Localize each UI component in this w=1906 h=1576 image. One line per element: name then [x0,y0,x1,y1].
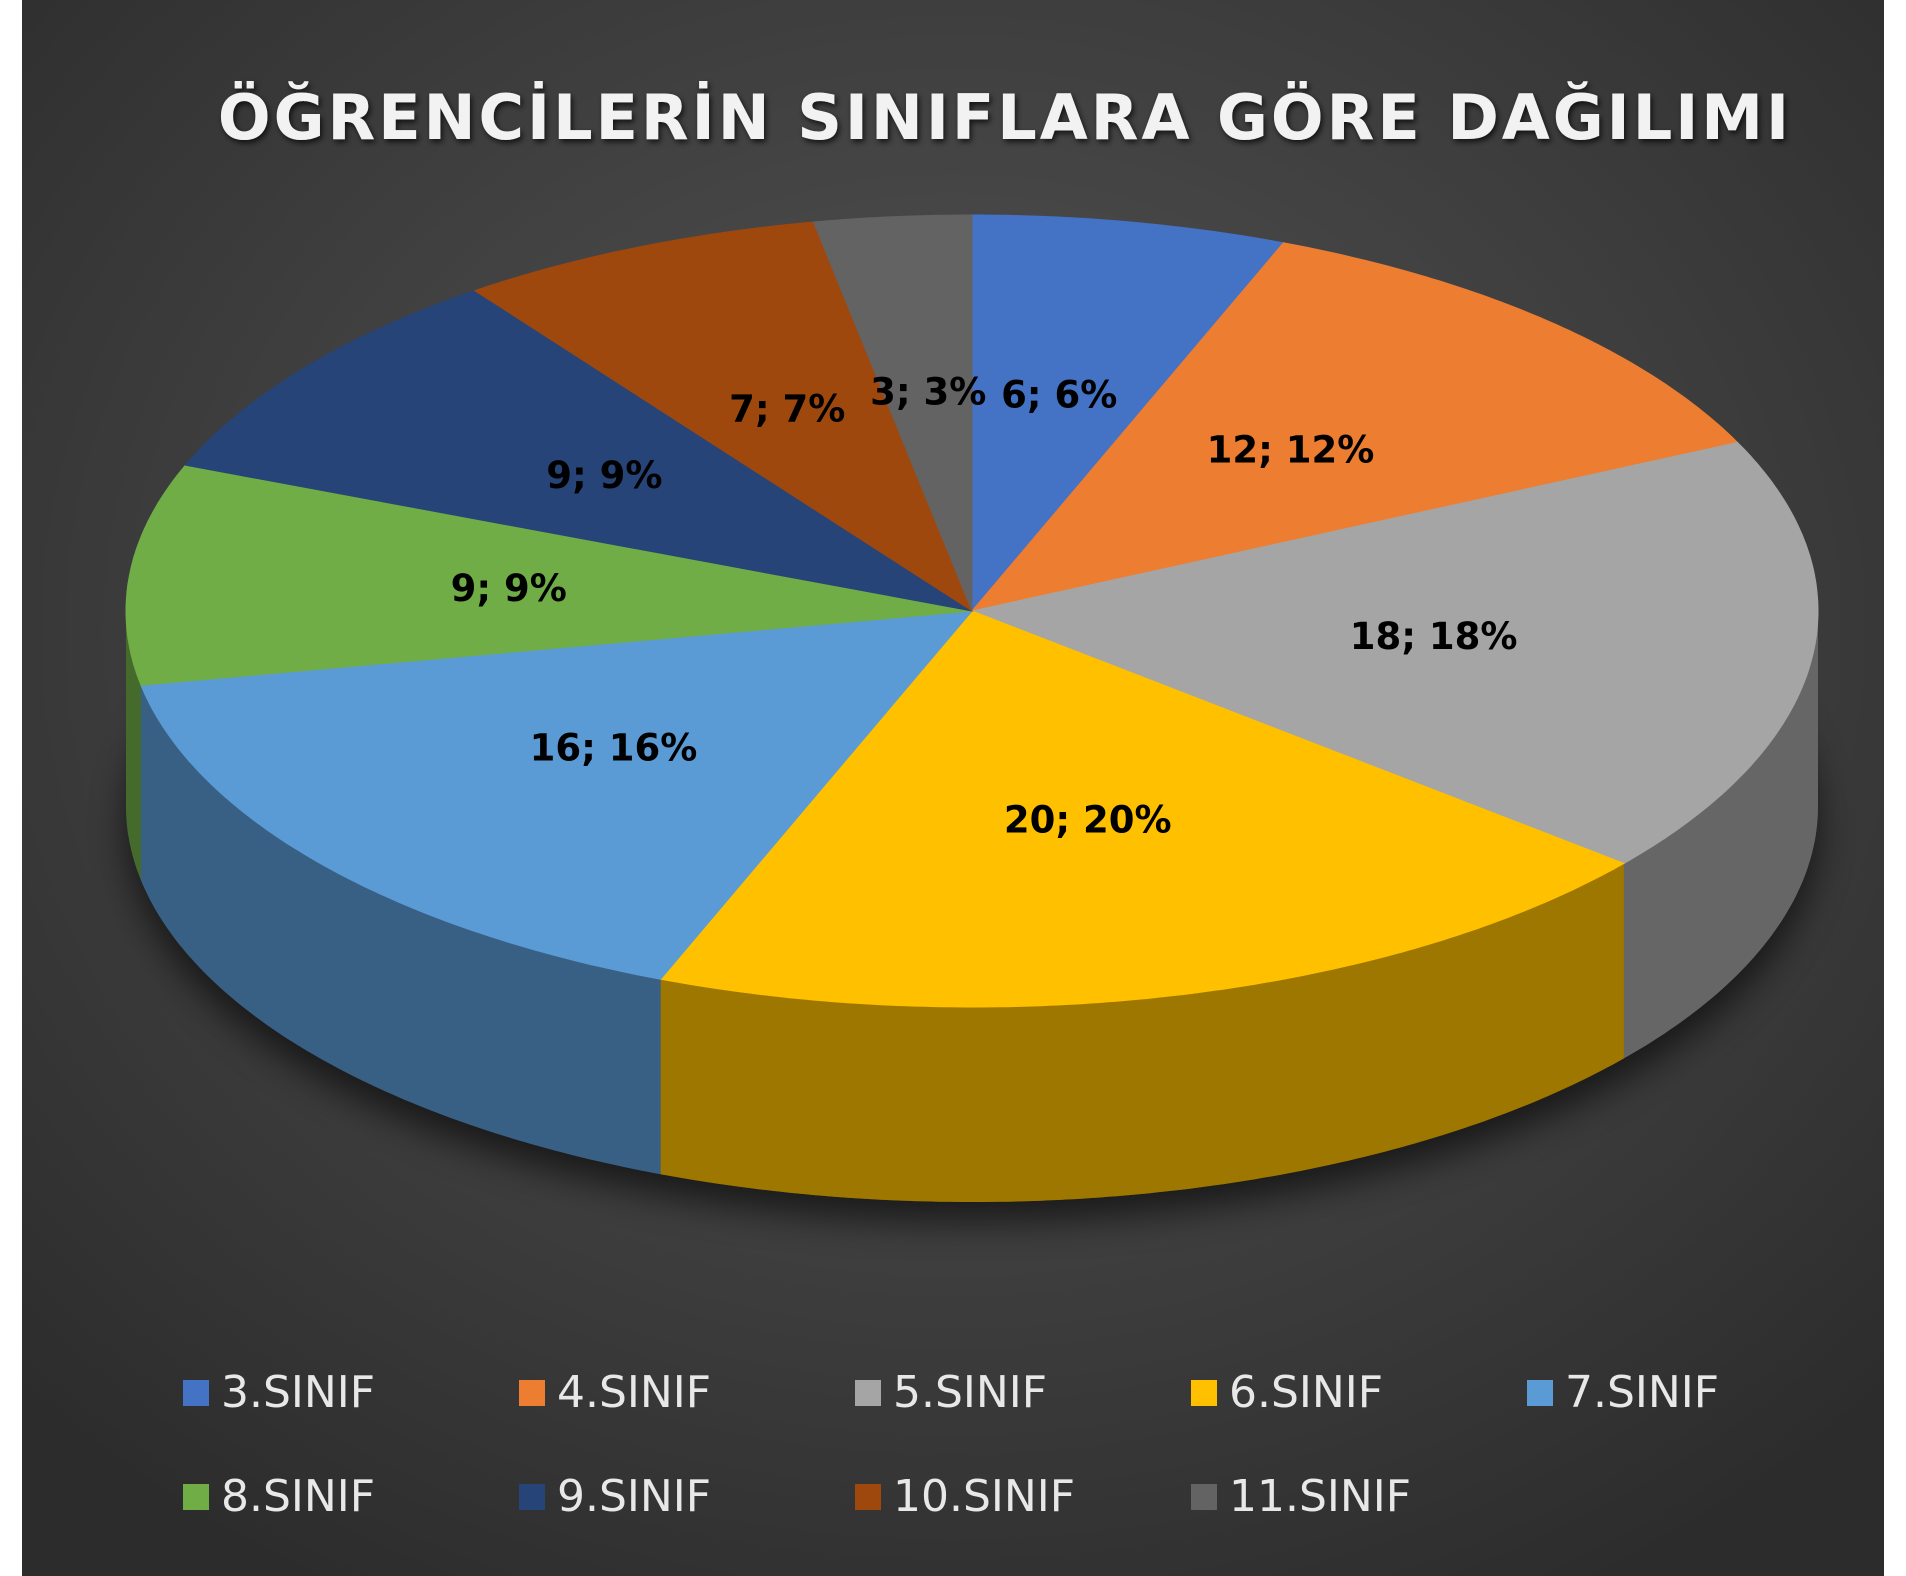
legend-swatch [1527,1380,1553,1406]
slice [184,290,973,612]
slice [140,610,974,980]
legend-label: 11.SINIF [1229,1471,1411,1522]
side-shade [1623,611,1818,1059]
slice [473,221,974,613]
slice [971,214,1285,613]
legend-label: 7.SINIF [1565,1367,1719,1418]
side-shade [126,611,141,881]
side-shade [660,863,1624,1202]
legend-swatch [183,1380,209,1406]
legend-label: 3.SINIF [221,1367,375,1418]
data-label: 7; 7% [729,388,845,431]
side-shade [141,685,661,1175]
data-label: 3; 3% [870,371,986,414]
legend-label: 10.SINIF [893,1471,1075,1522]
legend-label: 9.SINIF [557,1471,711,1522]
data-label: 6; 6% [1001,374,1117,417]
legend-label: 8.SINIF [221,1471,375,1522]
slice [125,464,973,686]
data-label: 18; 18% [1350,615,1518,658]
slice-side [126,611,141,881]
legend-swatch [183,1484,209,1510]
slice-side [660,863,1624,1202]
data-label: 16; 16% [530,726,698,769]
slice [970,242,1739,612]
legend-swatch [1191,1484,1217,1510]
chart-title: ÖĞRENCİLERİN SINIFLARA GÖRE DAĞILIMI [218,81,1792,154]
slice-side [141,685,661,1175]
data-label: 9; 9% [451,567,567,610]
legend-swatch [1191,1380,1217,1406]
legend-swatch [519,1380,545,1406]
legend-swatch [855,1380,881,1406]
legend-swatch [519,1484,545,1510]
data-label: 12; 12% [1207,429,1375,472]
slice [812,214,973,612]
slice [970,441,1819,864]
legend-label: 5.SINIF [893,1367,1047,1418]
legend-label: 6.SINIF [1229,1367,1383,1418]
legend-swatch [855,1484,881,1510]
slice-side [1623,611,1818,1059]
data-label: 20; 20% [1004,798,1172,841]
slice [659,610,1626,1008]
legend-label: 4.SINIF [557,1367,711,1418]
data-label: 9; 9% [546,454,662,497]
